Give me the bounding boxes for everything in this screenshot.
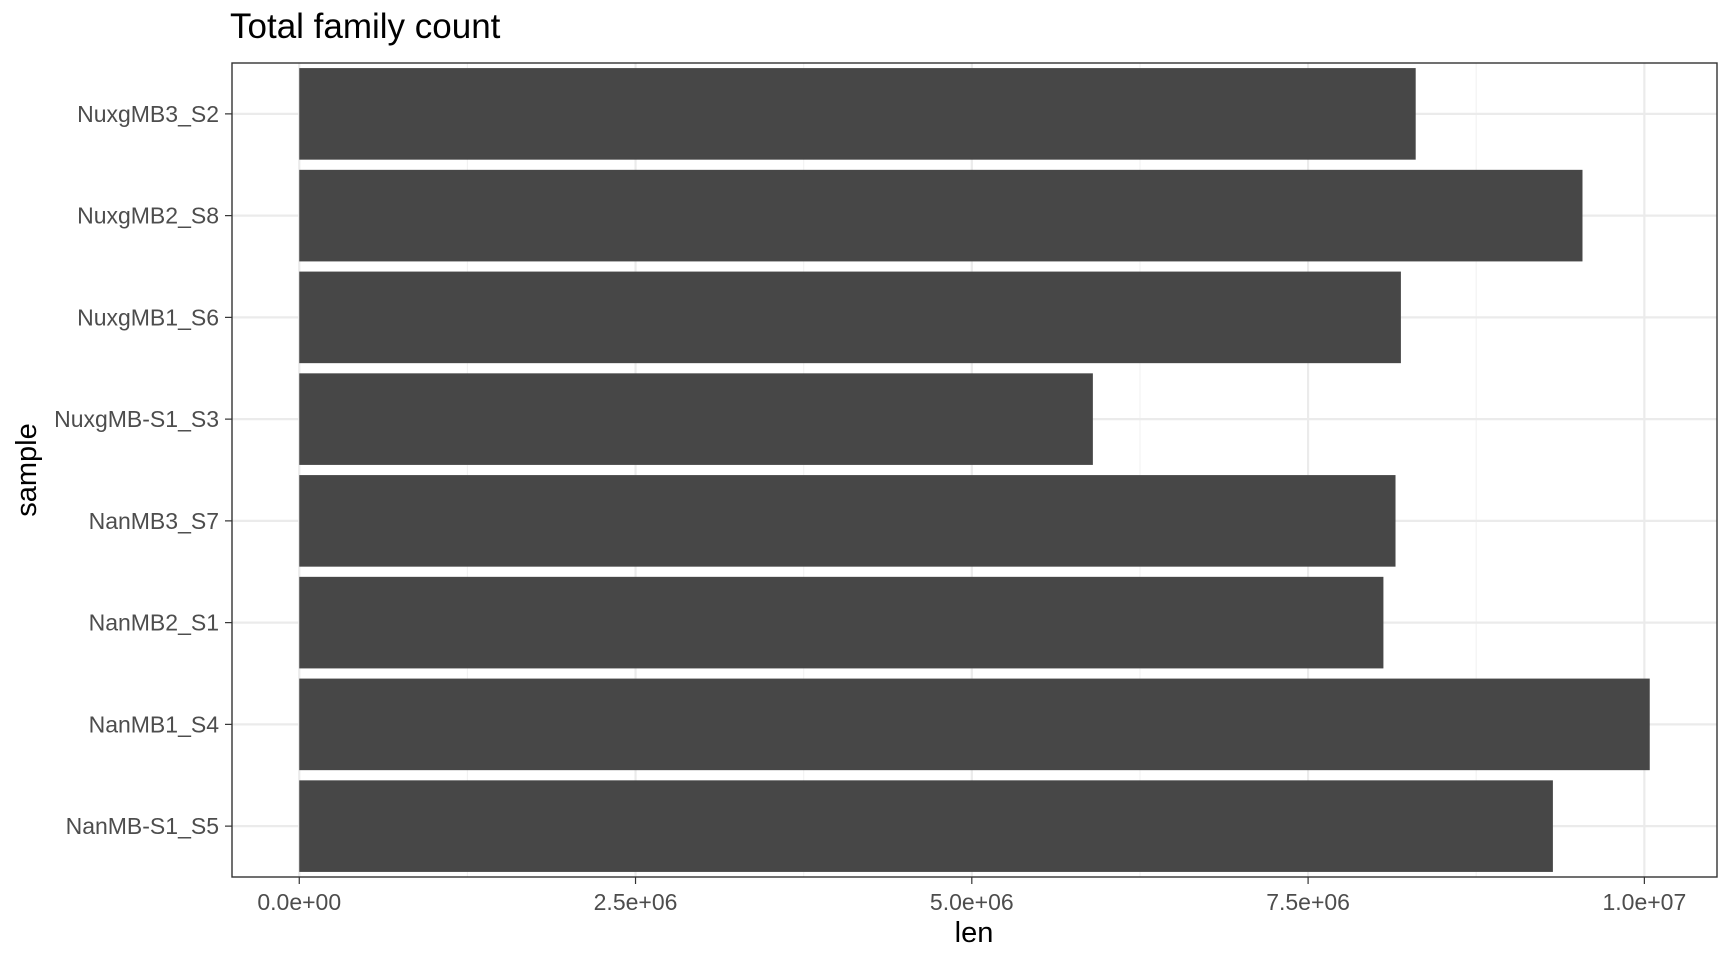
y-axis-title: sample (11, 423, 43, 517)
bars (299, 68, 1650, 872)
y-tick-label: NanMB1_S4 (89, 711, 220, 737)
bar (299, 576, 1384, 669)
x-tick-label: 5.0e+06 (930, 889, 1014, 915)
y-tick-label: NuxgMB1_S6 (77, 304, 219, 330)
x-tick-label: 0.0e+00 (257, 889, 341, 915)
bar (299, 68, 1416, 160)
x-axis-title: len (955, 917, 994, 949)
y-tick-label: NuxgMB2_S8 (77, 203, 219, 229)
y-tick-label: NanMB2_S1 (89, 610, 219, 636)
bar (299, 271, 1401, 364)
y-tick-label: NuxgMB3_S2 (77, 101, 219, 127)
y-tick-label: NanMB-S1_S5 (66, 813, 219, 839)
y-tick-label: NuxgMB-S1_S3 (54, 406, 219, 432)
x-axis: 0.0e+00 2.5e+06 5.0e+06 7.5e+06 1.0e+07 (257, 877, 1686, 915)
chart-title: Total family count (230, 7, 501, 46)
bar (299, 373, 1093, 465)
bar (299, 678, 1650, 771)
bar (299, 475, 1396, 567)
y-axis: NanMB-S1_S5 NanMB1_S4 NanMB2_S1 NanMB3_S7 Nu… (54, 101, 232, 839)
x-tick-label: 1.0e+07 (1602, 889, 1686, 915)
x-tick-label: 7.5e+06 (1266, 889, 1350, 915)
panel-border (231, 62, 1718, 878)
bar (299, 780, 1553, 872)
bar (299, 169, 1583, 262)
y-tick-label: NanMB3_S7 (89, 508, 219, 534)
x-tick-label: 2.5e+06 (594, 889, 678, 915)
